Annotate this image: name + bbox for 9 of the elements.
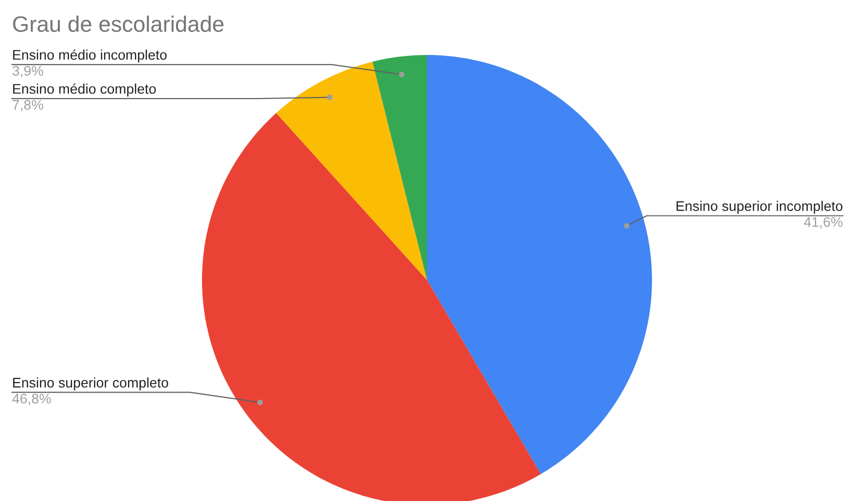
slice-label: Ensino médio completo bbox=[13, 83, 156, 97]
data-label: 3,9% bbox=[12, 66, 44, 78]
slice-label: Ensino superior incompleto bbox=[676, 200, 842, 214]
slice-label: Ensino superior completo bbox=[13, 377, 168, 390]
data-label: 7,8% bbox=[12, 100, 44, 112]
data-label: 46,8% bbox=[12, 394, 51, 406]
chart-title: Grau de escolaridade bbox=[13, 16, 224, 32]
slice-label: Ensino médio incompleto bbox=[13, 49, 167, 63]
data-label: 41,6% bbox=[804, 217, 843, 229]
